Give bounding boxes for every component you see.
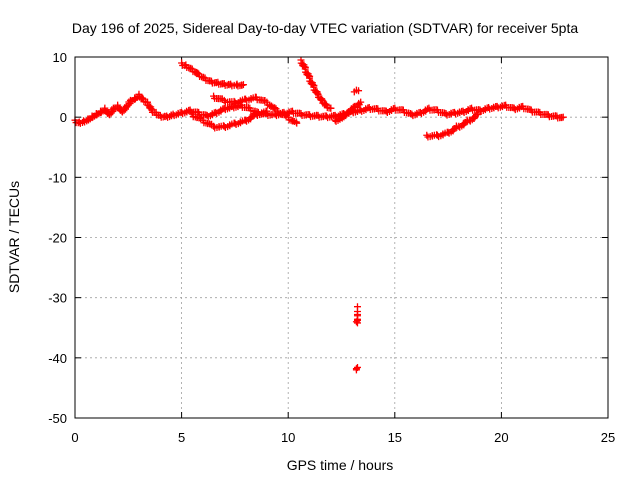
series-rise-13h xyxy=(331,98,365,125)
y-tick-label: 10 xyxy=(53,50,67,65)
x-tick-label: 20 xyxy=(494,430,508,445)
data-point xyxy=(327,104,335,112)
series-upper-arc xyxy=(178,59,247,90)
data-point xyxy=(353,311,361,319)
data-point xyxy=(123,103,131,111)
data-point xyxy=(355,87,363,95)
data-point xyxy=(317,96,325,104)
series-falling-track xyxy=(297,56,335,112)
y-tick-label: 0 xyxy=(60,110,67,125)
x-tick-label: 25 xyxy=(601,430,615,445)
x-tick-label: 5 xyxy=(178,430,185,445)
data-points xyxy=(71,56,567,374)
y-axis-label: SDTVAR / TECUs xyxy=(6,181,22,293)
data-point xyxy=(357,98,365,106)
data-point xyxy=(352,366,360,374)
y-tick-label: -40 xyxy=(48,351,67,366)
y-tick-label: -30 xyxy=(48,291,67,306)
x-tick-label: 0 xyxy=(71,430,78,445)
series-lower-arc xyxy=(188,107,271,132)
x-tick-label: 10 xyxy=(281,430,295,445)
data-point xyxy=(293,119,301,127)
data-point xyxy=(107,109,115,117)
series-outliers xyxy=(352,303,361,374)
data-point xyxy=(147,105,155,113)
y-tick-label: -20 xyxy=(48,231,67,246)
plot-frame xyxy=(74,56,609,419)
data-point xyxy=(474,110,482,118)
data-point xyxy=(318,95,326,103)
data-point xyxy=(124,101,132,109)
data-point xyxy=(353,317,361,325)
series-late-lower xyxy=(423,110,482,141)
series-mid-arc xyxy=(210,92,301,127)
data-point xyxy=(559,113,567,121)
data-point xyxy=(313,89,321,97)
data-point xyxy=(106,111,114,119)
x-tick-label: 15 xyxy=(388,430,402,445)
data-point xyxy=(352,318,360,326)
y-tick-label: -10 xyxy=(48,170,67,185)
x-axis-label: GPS time / hours xyxy=(287,457,394,473)
chart-title: Day 196 of 2025, Sidereal Day-to-day VTE… xyxy=(72,20,579,36)
y-tick-label: -50 xyxy=(48,411,67,426)
data-point xyxy=(263,107,271,115)
series-spike-13h xyxy=(350,86,363,96)
data-point xyxy=(239,81,247,89)
series-main-band xyxy=(71,90,567,127)
